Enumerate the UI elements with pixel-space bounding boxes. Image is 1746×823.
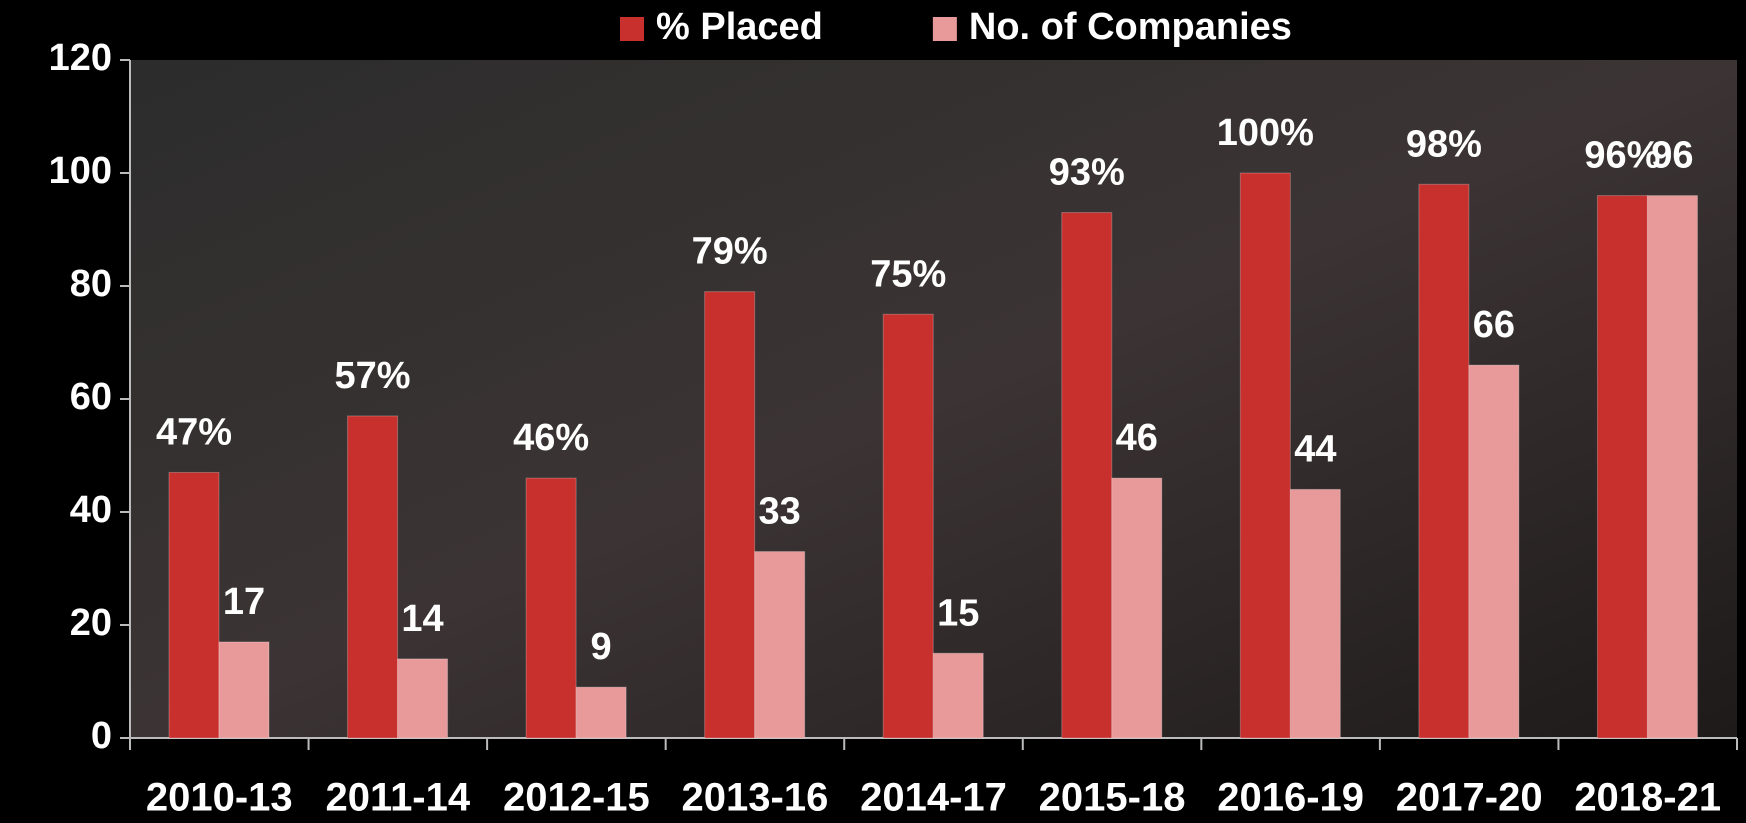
bar — [525, 477, 577, 739]
value-label: 66 — [1473, 304, 1515, 346]
legend-label: No. of Companies — [969, 6, 1292, 48]
bar — [882, 313, 934, 739]
x-tick-label: 2018-21 — [1574, 776, 1721, 820]
bar — [347, 415, 399, 739]
value-label: 17 — [223, 581, 265, 623]
bar — [1111, 477, 1163, 739]
x-tick-label: 2012-15 — [503, 776, 650, 820]
x-tick-label: 2017-20 — [1396, 776, 1543, 820]
y-tick-label: 0 — [91, 715, 112, 757]
bar — [1061, 212, 1113, 739]
value-label: 93% — [1049, 152, 1125, 194]
legend-label: % Placed — [656, 6, 823, 48]
bar — [1289, 488, 1341, 739]
x-tick-label: 2010-13 — [146, 776, 293, 820]
value-label: 9 — [591, 626, 612, 668]
legend-swatch — [932, 17, 957, 41]
bar — [932, 652, 984, 739]
value-label: 96% — [1584, 135, 1660, 177]
bar — [1418, 183, 1470, 739]
x-tick-label: 2016-19 — [1217, 776, 1364, 820]
legend-swatch — [620, 17, 644, 41]
value-label: 96 — [1651, 135, 1693, 177]
y-tick-label: 80 — [70, 263, 112, 305]
value-label: 14 — [401, 598, 443, 640]
value-label: 100% — [1217, 112, 1314, 154]
value-label: 47% — [156, 411, 232, 453]
bar — [1646, 195, 1698, 739]
y-tick-label: 60 — [70, 376, 112, 418]
value-label: 33 — [759, 491, 801, 533]
value-label: 46 — [1116, 417, 1158, 459]
x-tick-label: 2013-16 — [682, 776, 829, 820]
value-label: 44 — [1294, 428, 1336, 470]
y-tick-label: 120 — [49, 37, 112, 79]
value-label: 15 — [937, 592, 979, 634]
x-tick-label: 2015-18 — [1039, 776, 1186, 820]
y-tick-label: 100 — [49, 150, 112, 192]
value-label: 57% — [335, 355, 411, 397]
x-tick-label: 2011-14 — [326, 776, 471, 820]
bar — [1468, 364, 1520, 739]
bar — [397, 658, 449, 739]
y-tick-label: 40 — [70, 489, 112, 531]
y-tick-label: 20 — [70, 602, 112, 644]
bar — [218, 641, 270, 739]
bar — [704, 291, 756, 739]
value-label: 46% — [513, 417, 589, 459]
bar — [754, 551, 806, 739]
value-label: 98% — [1406, 123, 1482, 165]
bar — [575, 686, 627, 739]
value-label: 79% — [692, 231, 768, 273]
bar — [1239, 172, 1291, 739]
bar — [168, 471, 220, 739]
bar — [1596, 195, 1648, 739]
x-tick-label: 2014-17 — [860, 776, 1007, 820]
value-label: 75% — [870, 253, 946, 295]
